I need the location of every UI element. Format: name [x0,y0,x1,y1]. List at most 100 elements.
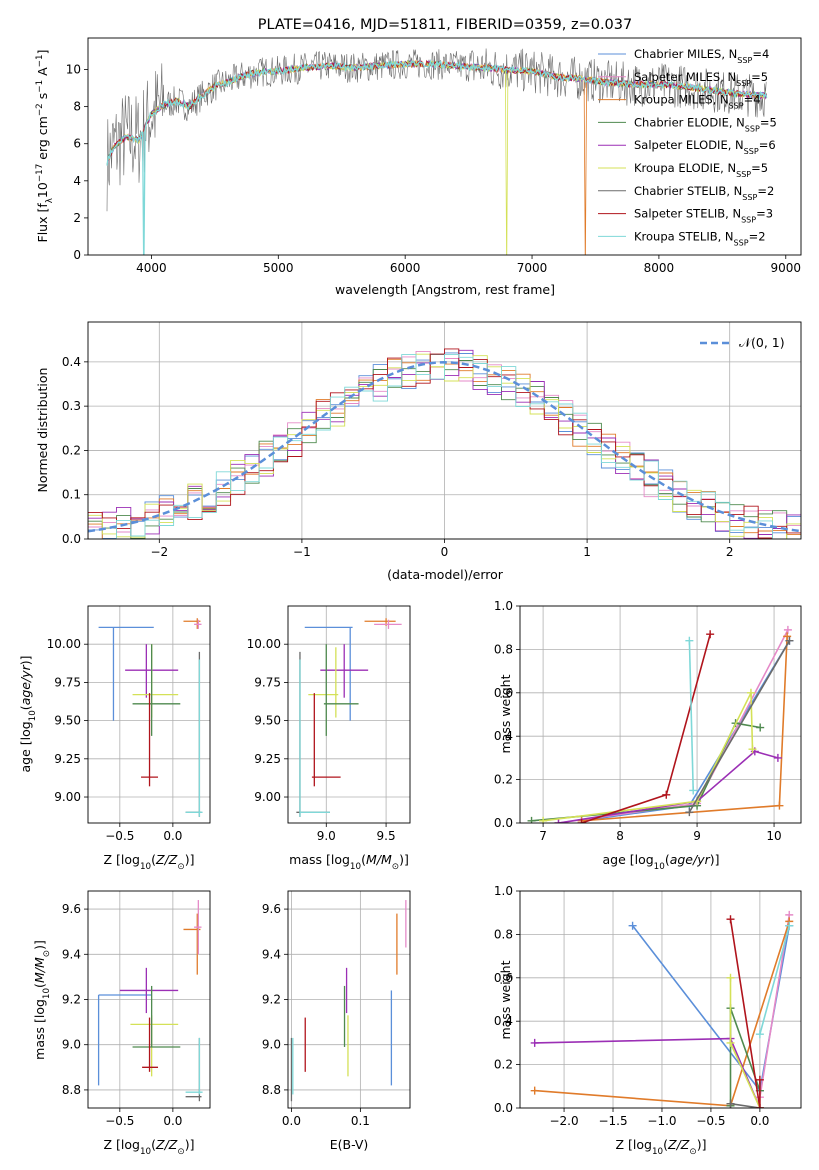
x-tick-label: −0.5 [105,829,134,843]
y-tick-label: 9.25 [254,752,281,766]
weight-vs-age-panel: 7 8 9 10 0.0 0.2 0.4 0.6 0.8 1.0 age [log10(age/yr… [494,599,802,872]
errorbar-chabrier-elodie [323,644,359,736]
y-tick-label: 4 [73,174,81,188]
errorbar-chabrier-miles [97,994,152,1086]
y-tick-label: 10.00 [47,637,81,651]
y-tick-label: 10 [66,63,81,77]
weight-marker [726,1099,735,1108]
axes-frame [87,37,802,256]
y-tick-label: 9.25 [54,752,81,766]
weight-marker [726,915,735,924]
weight-marker [527,816,536,823]
x-axis-label: Z [log10(Z/Z⊙)] [104,1137,195,1157]
y-tick-label: 0.2 [62,443,81,457]
y-tick-label: 9.50 [54,714,81,728]
y-tick-label: 9.50 [254,714,281,728]
weight-marker [756,723,765,732]
weight-line-salpeter-elodie [530,1034,764,1108]
errorbar-kroupa-stelib [185,659,203,817]
y-tick-label: 9.0 [262,1038,281,1052]
weight-marker [530,1038,539,1047]
weight-line-kroupa-stelib [755,921,794,1039]
weight-line [759,925,791,1035]
errorbar-chabrier-elodie [132,644,181,736]
histogram-panel: −2 −1 0 1 2 0.0 0.1 0.2 0.3 0.4 (data-model)/error… [35,321,802,582]
x-tick-label: −1 [293,545,311,559]
y-tick-label: 10.00 [247,637,281,651]
weight-marker [726,973,735,982]
y-tick-label: 0.6 [494,686,513,700]
weight-line-salpeter-stelib [726,915,764,1108]
weight-marker [775,801,784,810]
y-tick-label: 9.4 [262,947,281,961]
errorbar-salpeter-miles [194,900,202,955]
plot-area [527,625,794,823]
weight-line-chabrier-stelib [685,636,794,817]
y-tick-label: 9.00 [254,790,281,804]
legend-label: Kroupa ELODIE, NSSP=5 [634,161,768,179]
plot-area [97,900,203,1102]
x-tick-label: 9000 [771,261,802,275]
y-axis-label: mass weight [498,960,513,1039]
x-tick-label: 0 [441,545,449,559]
x-tick-label: 2 [726,545,734,559]
mass-vs-Z-panel: −0.5 0.0 8.8 9.0 9.2 9.4 9.6 Z [log10(Z/Z⊙)] mas… [32,890,211,1157]
legend-label: Salpeter ELODIE, NSSP=6 [634,138,776,156]
x-tick-label: 9.5 [377,829,396,843]
errorbar-chabrier-elodie [132,985,181,1048]
mass-vs-EBV-panel: 0.0 0.1 8.8 9.0 9.2 9.4 9.6 E(B-V) [262,890,411,1152]
y-tick-label: 1.0 [494,884,513,898]
y-tick-label: 0.3 [62,399,81,413]
y-axis-label: Flux [fλ10−17 erg cm−2 s−1 A−1] [35,50,55,243]
weight-marker [706,630,715,639]
histogram-kroupa-stelib [88,354,801,539]
weight-marker [577,819,586,823]
weight-marker [685,636,694,645]
y-tick-label: 9.6 [62,902,81,916]
x-tick-label: 9.0 [317,829,336,843]
y-axis-label: mass [log10(M/M⊙)] [32,940,52,1060]
errorbar-kroupa-elodie [132,644,179,718]
x-tick-label: 0.0 [750,1114,769,1128]
weight-marker [726,1038,735,1047]
y-tick-label: 1.0 [494,599,513,613]
x-tick-label: −0.5 [696,1114,725,1128]
x-tick-label: 7000 [517,261,548,275]
normal-reference-curve [88,361,801,533]
x-tick-label: −2.0 [549,1114,578,1128]
y-tick-label: 8 [73,100,81,114]
x-tick-label: 1 [583,545,591,559]
chart-title: PLATE=0416, MJD=51811, FIBERID=0359, z=0… [258,17,632,33]
errorbar-salpeter-elodie [320,644,369,698]
x-axis-label: wavelength [Angstrom, rest frame] [335,282,555,297]
legend-label: Chabrier ELODIE, NSSP=5 [634,115,777,132]
plot-area [290,900,407,1102]
legend-label: Salpeter STELIB, NSSP=3 [634,207,773,225]
y-tick-label: 9.0 [62,1038,81,1052]
y-axis-label: Normed distribution [35,368,50,493]
weight-line [581,640,791,822]
spectrum-model-kroupa-stelib [106,58,768,255]
legend-label: Kroupa MILES, NSSP=4 [634,93,761,111]
x-tick-label: 4000 [136,261,167,275]
spectrum-legend: Chabrier MILES, NSSP=4 Salpeter MILES, NS… [598,47,777,247]
axes-frame [519,605,802,824]
weight-marker [783,625,792,634]
weight-marker [785,921,794,930]
y-tick-label: 0.8 [494,927,513,941]
y-tick-label: 0.2 [494,773,513,787]
plot-area [296,618,402,817]
errorbar-salpeter-miles [194,619,202,629]
x-tick-label: 0.0 [282,1114,301,1128]
weight-line-kroupa-stelib [685,636,698,795]
y-axis-label: age [log10(age/yr)] [18,655,38,772]
plot-area [530,910,794,1108]
x-axis-label: Z [log10(Z/Z⊙)] [616,1137,707,1157]
y-axis-label: mass weight [498,674,513,753]
x-axis-label: E(B-V) [330,1137,369,1152]
x-axis-label: age [log10(age/yr)] [602,852,719,872]
y-tick-label: 0.8 [494,642,513,656]
spectrum-panel: 4000 5000 6000 7000 8000 9000 0 2 4 6 8 10 PLATE=041… [35,17,802,297]
errorbar-salpeter-stelib [311,693,341,787]
